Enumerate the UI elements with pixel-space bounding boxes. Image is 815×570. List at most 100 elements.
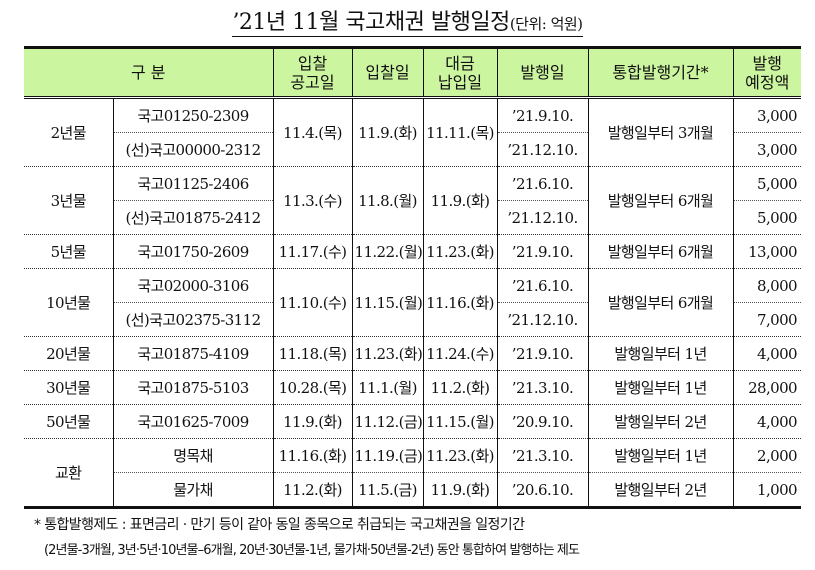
payment-date-cell: 11.15.(월) (422, 404, 497, 439)
maturity-cell: 3년물 (24, 166, 113, 235)
payment-date-cell: 11.9.(화) (422, 472, 497, 509)
footnote: * 통합발행제도 : 표면금리 · 만기 등이 같아 동일 종목으로 취급되는 … (34, 512, 814, 564)
period-cell: 발행일부터 6개월 (587, 268, 733, 337)
notice-date-cell: 11.17.(수) (272, 234, 352, 269)
amount-cell: 7,000 (732, 302, 801, 337)
auction-date-cell: 11.15.(월) (351, 268, 423, 337)
maturity-cell: 30년물 (24, 370, 113, 405)
header-category: 구 분 (24, 46, 273, 99)
payment-date-cell: 11.11.(목) (422, 97, 497, 167)
notice-date-cell: 11.9.(화) (272, 404, 352, 439)
bond-code-cell: 국고01875-5103 (112, 370, 273, 405)
amount-cell: 28,000 (732, 370, 801, 405)
amount-cell: 13,000 (732, 234, 801, 269)
issue-date-cell: ’21.3.10. (496, 438, 588, 473)
title-main: ’21년 11월 국고채권 발행일정 (232, 10, 510, 35)
exchange-type-cell: 물가채 (112, 472, 273, 509)
bond-code-cell: 국고01750-2609 (112, 234, 273, 269)
table-row: 50년물 국고01625-7009 11.9.(화) 11.12.(금) 11.… (24, 404, 801, 439)
amount-cell: 4,000 (732, 336, 801, 371)
table-row: 5년물 국고01750-2609 11.17.(수) 11.22.(월) 11.… (24, 234, 801, 269)
header-payment-line1: 대금 (445, 53, 475, 73)
header-auction-date: 입찰일 (351, 46, 423, 99)
table-row: 2년물 국고01250-2309 11.4.(목) 11.9.(화) 11.11… (24, 97, 801, 167)
issue-date-cell: ’21.12.10. (496, 302, 588, 337)
exchange-label-cell: 교환 (24, 438, 113, 509)
auction-date-cell: 11.5.(금) (351, 472, 423, 509)
notice-date-cell: 11.10.(수) (272, 268, 352, 337)
auction-date-cell: 11.22.(월) (351, 234, 423, 269)
bond-code-cell: (선)국고02375-3112 (112, 302, 273, 337)
payment-date-cell: 11.9.(화) (422, 166, 497, 235)
bond-code-cell: (선)국고01875-2412 (112, 200, 273, 235)
header-notice-line2: 공고일 (290, 72, 335, 92)
table-row: 물가채 11.2.(화) 11.5.(금) 11.9.(화) ’20.6.10.… (24, 472, 801, 509)
payment-date-cell: 11.24.(수) (422, 336, 497, 371)
header-issue-date: 발행일 (496, 46, 588, 99)
title-underlined: ’21년 11월 국고채권 발행일정(단위: 억원) (232, 10, 583, 37)
issue-date-cell: ’21.9.10. (496, 336, 588, 371)
period-cell: 발행일부터 1년 (587, 336, 733, 371)
header-amount-line1: 발행 (752, 53, 782, 73)
period-cell: 발행일부터 6개월 (587, 234, 733, 269)
header-row: 구 분 입찰 공고일 입찰일 대금 납입일 발행일 통합발행기간* 발행 예정액 (24, 46, 801, 99)
table-row: 10년물 국고02000-3106 11.10.(수) 11.15.(월) 11… (24, 268, 801, 337)
table-row: 3년물 국고01125-2406 11.3.(수) 11.8.(월) 11.9.… (24, 166, 801, 235)
amount-cell: 5,000 (732, 166, 801, 201)
payment-date-cell: 11.16.(화) (422, 268, 497, 337)
amount-cell: 5,000 (732, 200, 801, 235)
amount-cell: 3,000 (732, 97, 801, 133)
issue-date-cell: ’21.12.10. (496, 200, 588, 235)
notice-date-cell: 11.16.(화) (272, 438, 352, 473)
period-cell: 발행일부터 3개월 (587, 97, 733, 167)
footnote-line-2: (2년물-3개월, 3년·5년·10년물–6개월, 20년·30년물-1년, 물… (44, 543, 580, 558)
payment-date-cell: 11.23.(화) (422, 234, 497, 269)
issue-date-cell: ’21.6.10. (496, 166, 588, 201)
exchange-type-cell: 명목채 (112, 438, 273, 473)
header-amount-line2: 예정액 (745, 72, 790, 92)
auction-date-cell: 11.1.(월) (351, 370, 423, 405)
table-row: (선)국고01875-2412 ’21.12.10. 5,000 (24, 200, 801, 235)
maturity-cell: 20년물 (24, 336, 113, 371)
bond-code-cell: (선)국고00000-2312 (112, 132, 273, 167)
period-cell: 발행일부터 2년 (587, 404, 733, 439)
maturity-cell: 5년물 (24, 234, 113, 269)
issue-date-cell: ’21.12.10. (496, 132, 588, 167)
amount-cell: 3,000 (732, 132, 801, 167)
auction-date-cell: 11.12.(금) (351, 404, 423, 439)
table-row: 교환 명목채 11.16.(화) 11.19.(금) 11.23.(화) ’21… (24, 438, 801, 509)
issue-date-cell: ’21.3.10. (496, 370, 588, 405)
amount-cell: 2,000 (732, 438, 801, 473)
maturity-cell: 2년물 (50, 124, 87, 142)
amount-cell: 8,000 (732, 268, 801, 303)
payment-date-cell: 11.23.(화) (422, 438, 497, 473)
notice-date-cell: 11.18.(목) (272, 336, 352, 371)
period-cell: 발행일부터 2년 (587, 472, 733, 509)
header-amount: 발행 예정액 (732, 46, 801, 99)
issue-date-cell: ’21.9.10. (496, 234, 588, 269)
maturity-cell: 50년물 (24, 404, 113, 439)
maturity-cell: 10년물 (24, 268, 113, 337)
period-cell: 발행일부터 6개월 (587, 166, 733, 235)
header-period: 통합발행기간* (587, 46, 733, 99)
header-notice-line1: 입찰 (297, 53, 328, 73)
notice-date-cell: 11.4.(목) (272, 97, 352, 167)
auction-date-cell: 11.19.(금) (351, 438, 423, 473)
header-payment-line2: 납입일 (437, 72, 483, 92)
period-cell: 발행일부터 1년 (587, 370, 733, 405)
issuance-schedule-table: 구 분 입찰 공고일 입찰일 대금 납입일 발행일 통합발행기간* 발행 예정액 2년… (24, 46, 801, 509)
issue-date-cell: ’21.9.10. (496, 97, 588, 133)
footnote-line-1: * 통합발행제도 : 표면금리 · 만기 등이 같아 동일 종목으로 취급되는 … (34, 517, 525, 533)
period-cell: 발행일부터 1년 (587, 438, 733, 473)
table-row: 20년물 국고01875-4109 11.18.(목) 11.23.(화) 11… (24, 336, 801, 371)
amount-cell: 4,000 (732, 404, 801, 439)
notice-date-cell: 11.3.(수) (272, 166, 352, 235)
table-row: (선)국고02375-3112 ’21.12.10. 7,000 (24, 302, 801, 337)
payment-date-cell: 11.2.(화) (422, 370, 497, 405)
amount-cell: 1,000 (732, 472, 801, 509)
bond-code-cell: 국고01250-2309 (112, 97, 273, 133)
issue-date-cell: ’21.6.10. (496, 268, 588, 303)
page-title: ’21년 11월 국고채권 발행일정(단위: 억원) (0, 8, 815, 39)
bond-code-cell: 국고01625-7009 (112, 404, 273, 439)
bond-code-cell: 국고01875-4109 (112, 336, 273, 371)
